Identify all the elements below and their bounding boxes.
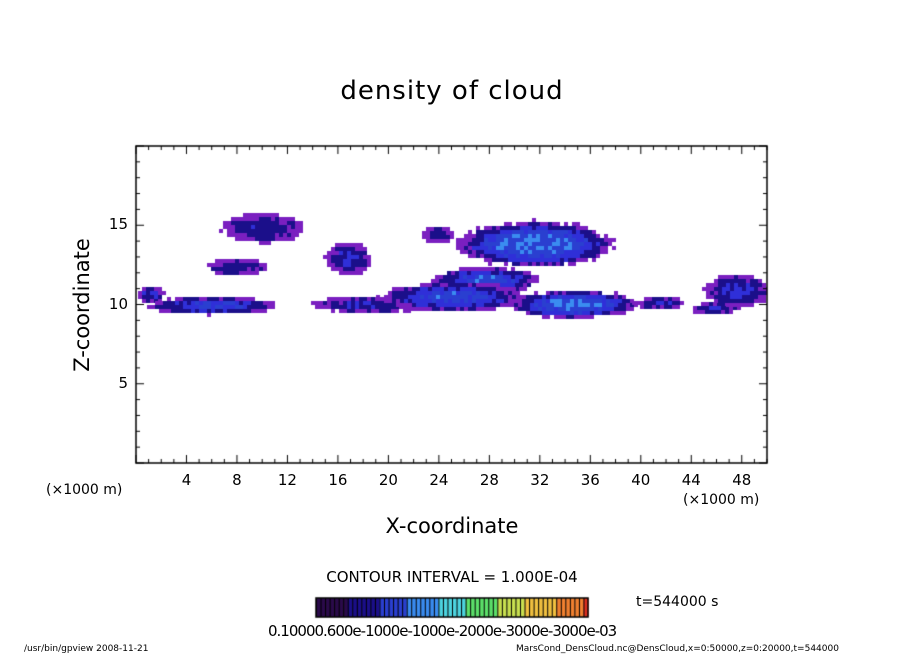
footer-right: MarsCond_DensCloud.nc@DensCloud,x=0:5000… [516, 644, 839, 654]
x-unit-label-left: (×1000 m) [46, 482, 123, 498]
y-tick-label: 5 [118, 373, 128, 392]
time-label: t=544000 s [636, 594, 719, 610]
x-tick-label: 32 [530, 471, 550, 489]
x-tick-label: 24 [429, 471, 449, 489]
x-tick-label: 28 [479, 471, 499, 489]
x-tick-label: 8 [232, 471, 242, 489]
y-axis-label: Z-coordinate [70, 238, 94, 372]
x-axis-label: X-coordinate [385, 514, 519, 538]
chart-title: density of cloud [340, 76, 564, 106]
y-tick-label: 15 [108, 215, 128, 234]
x-tick-label: 44 [681, 471, 701, 489]
x-tick-label: 16 [328, 471, 348, 489]
x-tick-label: 36 [580, 471, 600, 489]
y-tick-label: 10 [108, 294, 128, 313]
x-tick-label: 4 [181, 471, 192, 489]
x-tick-label: 40 [631, 471, 651, 489]
contour-interval-text: CONTOUR INTERVAL = 1.000E-04 [326, 568, 578, 586]
x-unit-label-right: (×1000 m) [683, 492, 760, 508]
x-tick-label: 12 [277, 471, 297, 489]
x-tick-label: 20 [378, 471, 398, 489]
colorbar-tick-labels: 0.10000.600e-1000e-1000e-2000e-3000e-300… [268, 622, 617, 640]
x-tick-label: 48 [732, 471, 752, 489]
footer-left: /usr/bin/gpview 2008-11-21 [24, 644, 149, 654]
